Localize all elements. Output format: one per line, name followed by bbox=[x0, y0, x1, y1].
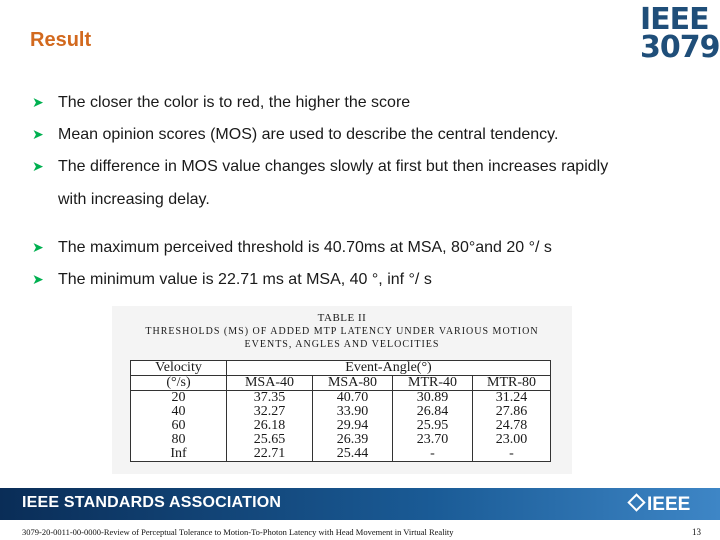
table-cell: 80 bbox=[130, 433, 227, 447]
ieee-3079-logo: IEEE 3079 bbox=[640, 2, 720, 65]
table-cell: 25.95 bbox=[392, 419, 473, 433]
bullet-text: with increasing delay. bbox=[58, 191, 210, 208]
table-cell: - bbox=[472, 447, 551, 462]
table-cell: 37.35 bbox=[226, 390, 313, 405]
table-cell: - bbox=[392, 447, 473, 462]
arrow-bullet-icon: ➤ bbox=[32, 239, 44, 255]
page-number: 13 bbox=[692, 527, 701, 537]
arrow-bullet-icon: ➤ bbox=[32, 271, 44, 287]
table-caption-line1: THRESHOLDS (MS) OF ADDED MTP LATENCY UND… bbox=[145, 326, 539, 337]
table-cell: 40 bbox=[130, 405, 227, 419]
table-cell: 29.94 bbox=[312, 419, 393, 433]
column-header: MTR-40 bbox=[392, 375, 473, 391]
column-header: MSA-40 bbox=[226, 375, 313, 391]
table-row: 20 37.35 40.70 30.89 31.24 bbox=[130, 390, 551, 405]
header-velocity-unit: (°/s) bbox=[130, 375, 227, 391]
document-caption: 3079-20-0011-00-0000-Review of Perceptua… bbox=[22, 527, 454, 537]
footer-association-title: IEEE STANDARDS ASSOCIATION bbox=[22, 494, 282, 511]
threshold-table-figure: TABLE II THRESHOLDS (MS) OF ADDED MTP LA… bbox=[112, 306, 572, 474]
arrow-bullet-icon: ➤ bbox=[32, 94, 44, 110]
table-cell: 26.84 bbox=[392, 405, 473, 419]
logo-line-ieee: IEEE bbox=[640, 2, 710, 37]
arrow-bullet-icon: ➤ bbox=[32, 126, 44, 142]
footer-logo-text: IEEE bbox=[647, 494, 691, 515]
table-cell: 25.65 bbox=[226, 433, 313, 447]
logo-line-3079: 3079 bbox=[640, 30, 720, 65]
bullet-text: The closer the color is to red, the high… bbox=[58, 94, 411, 111]
column-header: MSA-80 bbox=[312, 375, 393, 391]
table-cell: 23.00 bbox=[472, 433, 551, 447]
table-cell: 32.27 bbox=[226, 405, 313, 419]
table-cell: 20 bbox=[130, 390, 227, 405]
table-cell: 31.24 bbox=[472, 390, 551, 405]
table-cell: 25.44 bbox=[312, 447, 393, 462]
bullet-text: Mean opinion scores (MOS) are used to de… bbox=[58, 126, 559, 143]
table-cell: 22.71 bbox=[226, 447, 313, 462]
ieee-diamond-icon bbox=[627, 493, 646, 512]
bullet-text: The difference in MOS value changes slow… bbox=[58, 158, 609, 175]
table-cell: 33.90 bbox=[312, 405, 393, 419]
header-velocity: Velocity bbox=[130, 360, 227, 376]
table-cell: 26.39 bbox=[312, 433, 393, 447]
column-header: MTR-80 bbox=[472, 375, 551, 391]
bullet-text: The maximum perceived threshold is 40.70… bbox=[58, 239, 552, 256]
slide-title: Result bbox=[30, 29, 92, 51]
table-row: 40 32.27 33.90 26.84 27.86 bbox=[130, 405, 551, 419]
table-row: 60 26.18 29.94 25.95 24.78 bbox=[130, 419, 551, 433]
table-row: 80 25.65 26.39 23.70 23.00 bbox=[130, 433, 551, 447]
table-cell: 27.86 bbox=[472, 405, 551, 419]
threshold-table: Velocity Event-Angle(°) (°/s) MSA-40 MSA… bbox=[130, 360, 551, 462]
table-cell: 60 bbox=[130, 419, 227, 433]
footer-ieee-logo: IEEE bbox=[627, 493, 691, 516]
table-cell: 40.70 bbox=[312, 390, 393, 405]
table-caption-line2: EVENTS, ANGLES AND VELOCITIES bbox=[244, 339, 440, 350]
table-cell: 26.18 bbox=[226, 419, 313, 433]
bullet-text: The minimum value is 22.71 ms at MSA, 40… bbox=[58, 271, 432, 288]
arrow-bullet-icon: ➤ bbox=[32, 158, 44, 174]
table-cell: 23.70 bbox=[392, 433, 473, 447]
footer-bar: IEEE STANDARDS ASSOCIATION IEEE bbox=[0, 488, 720, 520]
table-cell: Inf bbox=[130, 447, 227, 462]
table-row: Inf 22.71 25.44 - - bbox=[130, 447, 551, 462]
header-event-angle: Event-Angle(°) bbox=[226, 360, 551, 376]
table-cell: 24.78 bbox=[472, 419, 551, 433]
table-caption-title: TABLE II bbox=[317, 312, 367, 324]
table-cell: 30.89 bbox=[392, 390, 473, 405]
